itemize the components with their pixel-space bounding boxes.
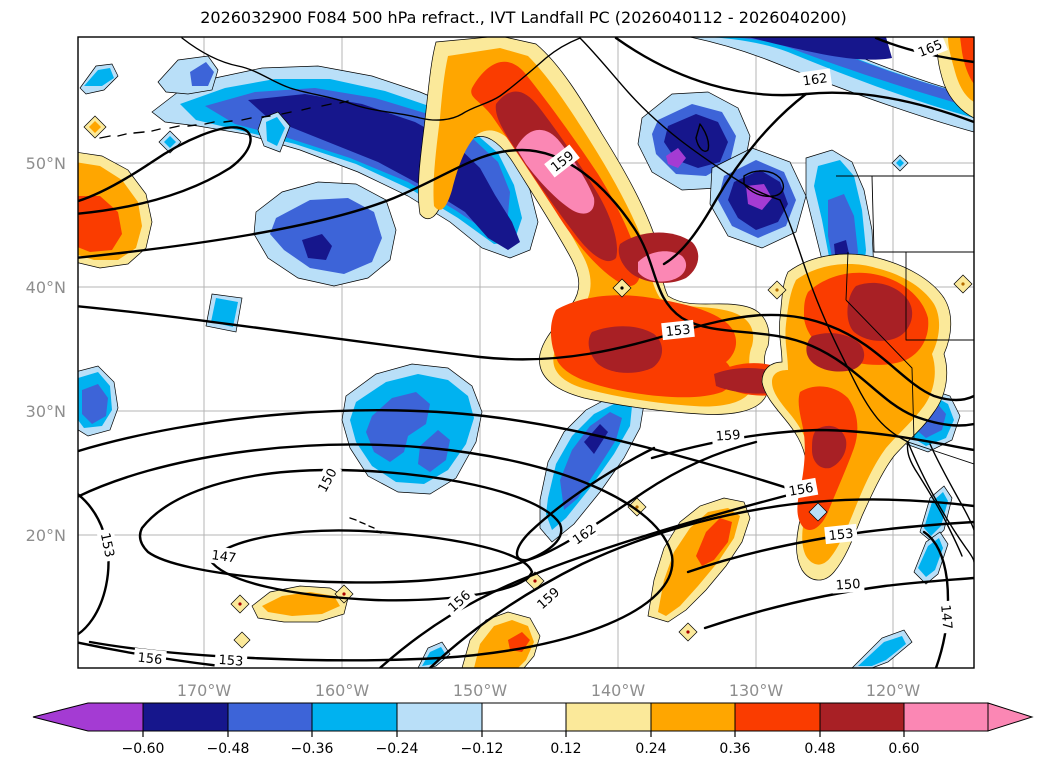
svg-text:153: 153 [828,527,854,545]
contour-label: 147 [937,600,957,634]
colorbar-segment [396,702,483,732]
colorbar-segment [32,702,144,732]
plot-frame [77,36,975,669]
contour-label: 153 [661,319,695,341]
colorbar-tick-label: −0.12 [461,741,504,757]
lon-tick-label: 160°W [315,681,370,700]
contour-label: 153 [214,650,248,670]
svg-text:156: 156 [137,651,163,669]
colorbar-segment [903,702,989,732]
colorbar-segment [565,702,652,732]
colorbar-segment [311,702,398,732]
svg-text:147: 147 [210,548,237,566]
colorbar-segment [650,702,736,732]
svg-text:150: 150 [835,577,861,594]
lat-tick-label: 40°N [26,278,66,297]
svg-text:159: 159 [715,428,741,445]
svg-text:162: 162 [802,71,829,89]
contour-label: 162 [797,68,833,90]
colorbar-segment [987,702,1034,732]
positive-anomaly-regions [78,37,974,668]
contour-label: 159 [711,425,745,445]
lon-tick-label: 120°W [866,681,921,700]
contour-label: 153 [824,523,858,545]
colorbar-tick-label: 0.24 [635,741,666,757]
svg-text:153: 153 [218,653,244,670]
lon-tick-label: 130°W [729,681,784,700]
lon-tick-label: 140°W [591,681,646,700]
contour-label: 153 [96,527,120,563]
svg-text:153: 153 [97,532,117,559]
colorbar-segment [481,702,567,732]
colorbar-tick-label: 0.60 [888,741,919,757]
longitude-axis-labels: 170°W 160°W 150°W 140°W 130°W 120°W [177,681,921,700]
colorbar-tick-label: 0.48 [804,741,835,757]
lat-tick-label: 50°N [26,154,66,173]
svg-text:153: 153 [665,323,691,341]
latitude-axis-labels: 50°N 40°N 30°N 20°N [26,154,66,545]
lon-tick-label: 150°W [453,681,508,700]
svg-text:156: 156 [788,481,815,500]
lon-tick-label: 170°W [177,681,232,700]
plot-title: 2026032900 F084 500 hPa refract., IVT La… [200,8,847,27]
colorbar-tick-label: 0.12 [550,741,581,757]
colorbar-segment [142,702,229,732]
colorbar-tick-label: −0.48 [207,741,250,757]
colorbar-tick-label: 0.36 [719,741,750,757]
contour-label: 147 [206,545,242,567]
lat-tick-label: 30°N [26,402,66,421]
contour-lines [78,37,974,668]
colorbar-tick-label: −0.60 [122,741,165,757]
svg-text:147: 147 [937,604,954,630]
coastlines [99,37,974,563]
lat-tick-label: 20°N [26,526,66,545]
contour-label: 159 [544,144,580,178]
contour-label: 156 [133,647,167,669]
colorbar-tick-label: −0.36 [291,741,334,757]
contour-label: 156 [783,477,819,501]
colorbar-segment [734,702,821,732]
colorbar-segment [819,702,905,732]
contour-label: 150 [311,461,343,499]
colorbar-segment [227,702,313,732]
contour-label: 156 [441,583,477,619]
colorbar-tick-label: −0.24 [376,741,419,757]
contour-label: 150 [831,574,865,594]
colorbar: −0.60 −0.48 −0.36 −0.24 −0.12 0.12 0.24 0.36 0.4… [32,702,1034,757]
